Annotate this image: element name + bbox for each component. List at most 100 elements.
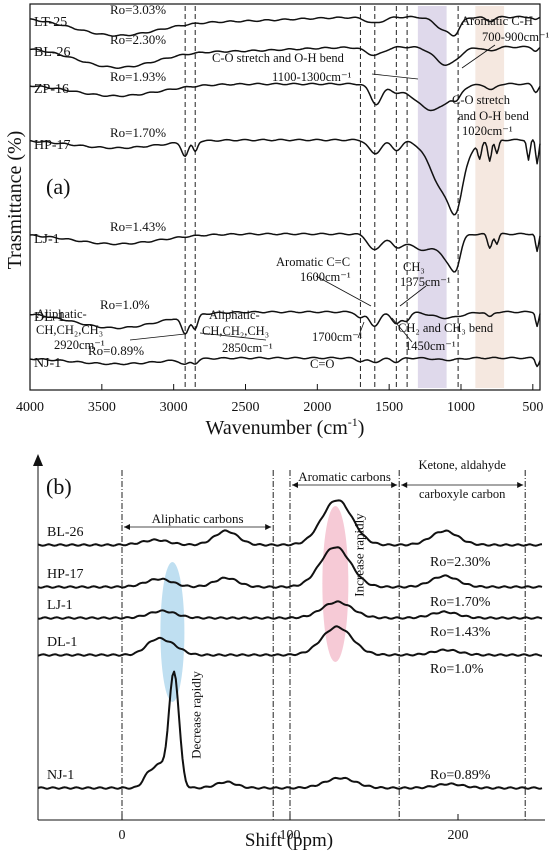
ftir-annotation-arrow <box>357 321 365 339</box>
ftir-x-tick-label: 2500 <box>231 400 259 415</box>
ftir-spectrum-nj-1 <box>29 356 541 368</box>
ftir-spectrum-hp-17 <box>29 138 541 216</box>
nmr-series-label: DL-1 <box>47 635 77 650</box>
nmr-spectrum-nj-1 <box>37 670 543 790</box>
ftir-annotation-co_oh_1020: 1020cm⁻¹ <box>462 124 513 138</box>
increase-highlight <box>322 506 349 662</box>
nmr-ro-label: Ro=1.70% <box>430 595 491 610</box>
region-arrowhead <box>292 482 298 488</box>
increase-rapidly-label: Increase rapidly <box>351 513 366 597</box>
region-arrowhead <box>265 524 272 530</box>
ftir-annotation-arrow <box>371 73 419 80</box>
ftir-plot-frame <box>29 3 541 391</box>
ftir-annotation-ch3: 1375cm⁻¹ <box>400 275 451 289</box>
ftir-annotation-arrow <box>391 317 413 343</box>
ftir-annotation-c_o: C=O <box>310 357 334 371</box>
ftir-annotation-co_oh_1020: C-O stretch <box>452 93 511 107</box>
nmr-panel: BL-26 Ro=2.30% HP-17 Ro=1.70% LJ-1 Ro=1.43% DL… <box>33 454 545 851</box>
ftir-annotation-arrow <box>315 275 372 307</box>
ftir-annotation-co_oh_1020: and O-H bend <box>458 109 530 123</box>
nmr-x-tick-label: 100 <box>280 828 301 843</box>
ftir-annotation-arom_ch: 700-900cm⁻¹ <box>482 30 550 44</box>
ftir-annotation-aliph_2920: CH,CH₂,CH₃ <box>36 323 103 337</box>
ftir-x-tick-label: 1000 <box>447 400 475 415</box>
nmr-ro-label: Ro=1.0% <box>430 662 484 677</box>
ftir-ro-label: Ro=3.03% <box>110 2 166 17</box>
region-label: Ketone, aldahyde <box>418 458 506 472</box>
nmr-series-label: LJ-1 <box>47 598 73 613</box>
nmr-x-tick-label: 0 <box>119 828 126 843</box>
ftir-annotation-arom_ch: Aromatic C-H <box>461 14 533 28</box>
nmr-ro-label: Ro=0.89% <box>430 768 491 783</box>
region-arrowhead <box>124 524 130 530</box>
ftir-annotation-ch2_bend: 1450cm⁻¹ <box>405 339 456 353</box>
nmr-spectrum-lj-1 <box>37 600 543 620</box>
ftir-annotation-arrow <box>399 285 427 307</box>
ftir-annotation-arom_cc: Aromatic C=C <box>276 255 350 269</box>
ftir-x-tick-label: 2000 <box>303 400 331 415</box>
ftir-annotation-arom_cc: 1600cm⁻¹ <box>300 270 351 284</box>
nmr-ro-label: Ro=2.30% <box>430 555 491 570</box>
region-label: Aliphatic carbons <box>152 511 244 526</box>
nmr-x-axis-label: Shift (ppm) <box>245 830 333 851</box>
nmr-spectrum-hp-17 <box>37 546 543 589</box>
ftir-ro-label: Ro=1.70% <box>110 125 166 140</box>
ftir-ro-label: Ro=2.30% <box>110 32 166 47</box>
ftir-series-label: NJ-1 <box>34 356 61 371</box>
ftir-annotation-aliph_2850: Aliphatic- <box>209 308 260 322</box>
ftir-annotation-arrow <box>129 333 186 341</box>
nmr-spectrum-dl-1 <box>37 625 543 657</box>
region-label: Aromatic carbons <box>298 469 391 484</box>
decrease-highlight <box>160 562 185 702</box>
ftir-spectrum-bl-26 <box>29 45 541 69</box>
ftir-annotation-ch2_bend: CH₂ and CH₃ bend <box>398 321 494 335</box>
ftir-band-1 <box>475 6 505 388</box>
ftir-series-label: LJ-1 <box>34 232 60 247</box>
nmr-panel-label: (b) <box>46 474 72 499</box>
ftir-x-tick-label: 3000 <box>160 400 188 415</box>
region-arrowhead <box>391 482 398 488</box>
region-arrowhead <box>517 482 524 488</box>
ftir-annotation-aliph_2850: CH,CH₂,CH₃ <box>202 324 269 338</box>
ftir-spectrum-dl-1 <box>29 310 541 335</box>
nmr-spectrum-bl-26 <box>37 499 543 547</box>
ftir-x-axis-label: Wavenumber (cm-1) <box>206 415 365 439</box>
ftir-ro-label: Ro=1.0% <box>100 297 150 312</box>
ftir-x-tick-label: 4000 <box>16 400 44 415</box>
ftir-spectrum-lt-25 <box>29 15 541 37</box>
nmr-series-label: HP-17 <box>47 567 84 582</box>
nmr-series-label: NJ-1 <box>47 768 74 783</box>
ftir-spectrum-zp-16 <box>29 82 541 112</box>
nmr-ro-label: Ro=1.43% <box>430 625 491 640</box>
nmr-y-axis-arrow <box>33 454 43 466</box>
ftir-series-label: ZP-16 <box>34 82 69 97</box>
region-label: carboxyle carbon <box>419 487 506 501</box>
ftir-annotation-ch3: CH₃ <box>403 260 425 274</box>
ftir-annotation-co_1700: 1700cm⁻¹ <box>312 330 363 344</box>
ftir-ro-label: Ro=0.89% <box>88 343 144 358</box>
region-arrowhead <box>401 482 408 488</box>
ftir-series-label: HP-17 <box>34 138 71 153</box>
ftir-series-label: BL-26 <box>34 45 71 60</box>
ftir-annotation-aliph_2920: Aliphatic- <box>36 307 87 321</box>
ftir-annotation-arrow <box>199 332 267 341</box>
nmr-x-tick-label: 200 <box>448 828 469 843</box>
ftir-y-axis-label: Trasmittance (%) <box>4 131 26 270</box>
ftir-ro-label: Ro=1.43% <box>110 219 166 234</box>
nmr-series-label: BL-26 <box>47 525 84 540</box>
ftir-panel-label: (a) <box>46 174 70 199</box>
ftir-annotation-co_oh: C-O stretch and O-H bend <box>212 51 345 65</box>
ftir-annotation-aliph_2850: 2850cm⁻¹ <box>222 341 273 355</box>
ftir-ro-label: Ro=1.93% <box>110 69 166 84</box>
ftir-series-label: LT-25 <box>34 15 67 30</box>
ftir-x-tick-label: 1500 <box>375 400 403 415</box>
decrease-rapidly-label: Decrease rapidly <box>188 671 203 759</box>
ftir-annotation-aliph_2920: 2920cm⁻¹ <box>54 338 105 352</box>
ftir-spectrum-lj-1 <box>29 232 541 273</box>
ftir-annotation-co_oh: 1100-1300cm⁻¹ <box>272 70 352 84</box>
ftir-panel: LT-25 Ro=3.03% BL-26 Ro=2.30% ZP-16 Ro=1.93% H… <box>4 2 550 439</box>
ftir-annotation-arrow <box>461 44 496 69</box>
ftir-x-tick-label: 3500 <box>88 400 116 415</box>
ftir-band-0 <box>417 6 447 388</box>
